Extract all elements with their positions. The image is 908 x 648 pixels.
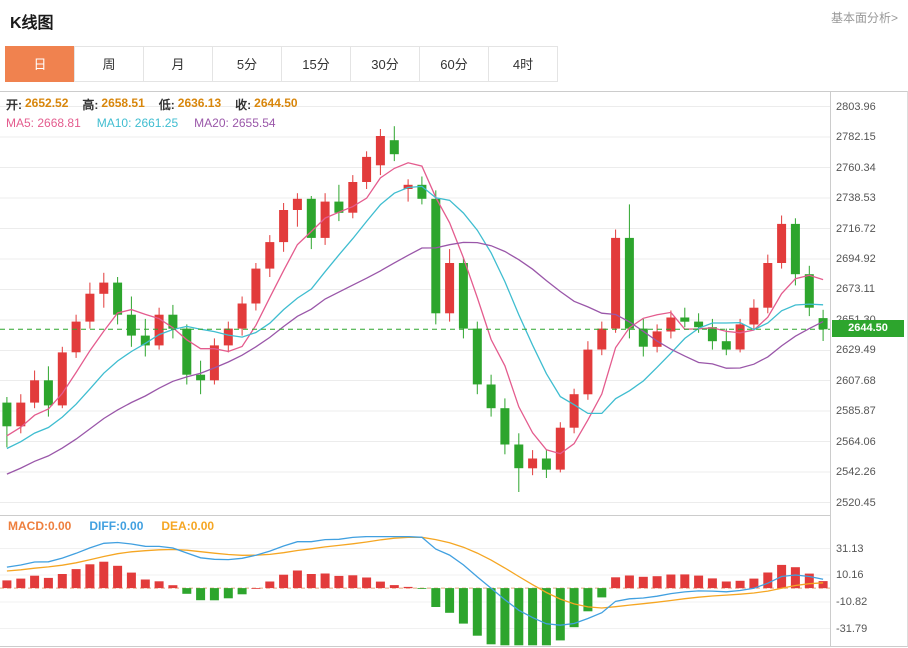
chart-area: 开: 2652.52 高: 2658.51 低: 2636.13 收: 2644… xyxy=(0,91,908,647)
macd-axis-label: -31.79 xyxy=(836,622,868,635)
last-price-tag: 2644.50 xyxy=(832,320,904,338)
price-panel: 开: 2652.52 高: 2658.51 低: 2636.13 收: 2644… xyxy=(0,92,907,515)
high-label: 高: xyxy=(82,98,99,112)
macd-label: MACD: xyxy=(8,519,48,533)
period-tab-6[interactable]: 60分 xyxy=(419,46,489,82)
diff-value-legend: DIFF:0.00 xyxy=(89,519,143,533)
macd-plot[interactable] xyxy=(0,536,830,646)
macd-axis-label: 31.13 xyxy=(836,542,864,555)
period-tab-3[interactable]: 5分 xyxy=(212,46,282,82)
close-label: 收: xyxy=(235,98,252,112)
close-value: 2644.50 xyxy=(254,96,298,110)
price-axis-label: 2760.34 xyxy=(836,161,876,174)
price-axis-label: 2694.92 xyxy=(836,252,876,265)
price-axis-label: 2803.96 xyxy=(836,100,876,113)
price-axis-label: 2716.72 xyxy=(836,222,876,235)
dea-value: 0.00 xyxy=(190,519,215,533)
price-axis-label: 2564.06 xyxy=(836,435,876,448)
open-label: 开: xyxy=(6,98,22,112)
ma10-legend: MA10: 2661.25 xyxy=(97,116,178,130)
price-axis-label: 2782.15 xyxy=(836,131,876,144)
macd-axis-label: -10.82 xyxy=(836,595,868,608)
ma20-value: 2655.54 xyxy=(232,116,276,130)
macd-axis-label: 10.16 xyxy=(836,569,864,582)
macd-value: 0.00 xyxy=(48,519,72,533)
price-axis-label: 2542.26 xyxy=(836,466,876,479)
low-value: 2636.13 xyxy=(177,96,222,110)
period-tabs: 日周月 5分 15分 30分 60分 4时 xyxy=(0,46,908,83)
ma20-legend: MA20: 2655.54 xyxy=(194,116,275,130)
macd-axis: 31.13 10.16 -10.82 -31.79 xyxy=(830,536,907,646)
period-tab-5[interactable]: 30分 xyxy=(350,46,420,82)
period-tab-4[interactable]: 15分 xyxy=(281,46,351,82)
price-axis-label: 2738.53 xyxy=(836,192,876,205)
price-axis-label: 2585.87 xyxy=(836,405,876,418)
ma5-value: 2668.81 xyxy=(37,116,81,130)
fundamental-analysis-link[interactable]: 基本面分析> xyxy=(830,11,898,25)
ma5-legend: MA5: 2668.81 xyxy=(6,116,81,130)
ohlc-legend: 开: 2652.52 高: 2658.51 低: 2636.13 收: 2644… xyxy=(6,96,312,113)
low-label: 低: xyxy=(158,98,175,112)
price-axis-label: 2673.11 xyxy=(836,283,875,296)
price-axis-label: 2607.68 xyxy=(836,374,876,387)
macd-legend: MACD:0.00 DIFF:0.00 DEA:0.00 xyxy=(0,515,831,536)
macd-value-legend: MACD:0.00 xyxy=(8,519,71,533)
ma20-label: MA20: xyxy=(194,116,229,130)
price-chart-svg xyxy=(0,106,830,503)
page-title: K线图 xyxy=(10,15,54,32)
dea-label: DEA: xyxy=(161,519,191,533)
ma-legend: MA5: 2668.81 MA10: 2661.25 MA20: 2655.54 xyxy=(6,116,292,130)
period-tab-1[interactable]: 周 xyxy=(74,46,144,82)
price-axis: 2644.50 2803.96 2782.15 2760.34 2738.53 2716… xyxy=(830,92,907,515)
period-tab-0[interactable]: 日 xyxy=(5,46,75,82)
dea-value-legend: DEA:0.00 xyxy=(161,519,214,533)
period-tab-7[interactable]: 4时 xyxy=(488,46,558,82)
high-value: 2658.51 xyxy=(101,96,145,110)
ma10-label: MA10: xyxy=(96,116,132,130)
price-axis-label: 2629.49 xyxy=(836,344,876,357)
header: K线图 基本面分析> xyxy=(0,0,908,46)
open-value: 2652.52 xyxy=(25,96,69,110)
ma5-label: MA5: xyxy=(6,116,35,130)
ma10-value: 2661.25 xyxy=(134,116,179,130)
period-tab-2[interactable]: 月 xyxy=(143,46,213,82)
macd-chart-svg xyxy=(0,536,830,646)
price-plot[interactable]: 开: 2652.52 高: 2658.51 低: 2636.13 收: 2644… xyxy=(0,92,830,515)
diff-label: DIFF: xyxy=(89,519,121,533)
macd-panel: 31.13 10.16 -10.82 -31.79 xyxy=(0,536,907,646)
diff-value: 0.00 xyxy=(120,519,144,533)
price-axis-label: 2520.45 xyxy=(836,496,876,509)
